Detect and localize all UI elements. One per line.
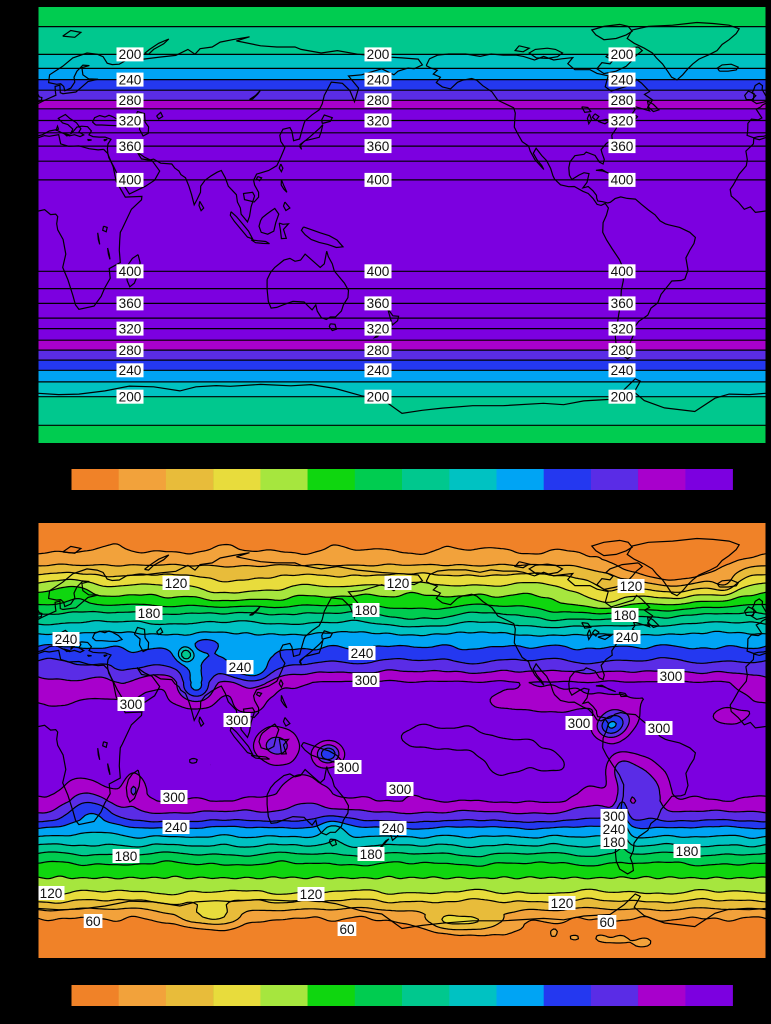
svg-text:320: 320 [119, 321, 142, 336]
svg-text:360: 360 [119, 139, 142, 154]
svg-text:200: 200 [367, 47, 390, 62]
svg-text:280: 280 [119, 343, 142, 358]
svg-text:180: 180 [138, 606, 161, 621]
svg-text:180: 180 [115, 849, 138, 864]
svg-text:300: 300 [568, 716, 591, 731]
svg-text:360: 360 [611, 139, 634, 154]
svg-text:360: 360 [367, 139, 390, 154]
svg-text:180: 180 [360, 847, 383, 862]
svg-text:280: 280 [611, 343, 634, 358]
svg-text:300: 300 [120, 697, 143, 712]
svg-text:240: 240 [229, 660, 252, 675]
svg-text:200: 200 [119, 390, 142, 405]
svg-text:180: 180 [676, 844, 699, 859]
svg-text:240: 240 [367, 72, 390, 87]
svg-text:280: 280 [611, 93, 634, 108]
svg-text:300: 300 [337, 760, 360, 775]
svg-text:240: 240 [382, 821, 405, 836]
svg-text:300: 300 [660, 669, 683, 684]
svg-text:300: 300 [163, 790, 186, 805]
svg-text:300: 300 [603, 809, 626, 824]
svg-text:400: 400 [119, 173, 142, 188]
svg-text:180: 180 [355, 603, 378, 618]
svg-text:280: 280 [367, 93, 390, 108]
svg-text:280: 280 [367, 343, 390, 358]
svg-text:60: 60 [85, 914, 101, 929]
svg-text:120: 120 [551, 896, 574, 911]
svg-text:400: 400 [367, 264, 390, 279]
svg-text:180: 180 [603, 835, 626, 850]
svg-text:200: 200 [367, 390, 390, 405]
svg-text:240: 240 [616, 630, 639, 645]
svg-text:240: 240 [367, 363, 390, 378]
svg-text:60: 60 [599, 915, 615, 930]
svg-text:200: 200 [611, 390, 634, 405]
svg-text:240: 240 [603, 822, 626, 837]
svg-text:360: 360 [119, 296, 142, 311]
svg-text:400: 400 [611, 264, 634, 279]
svg-text:320: 320 [367, 113, 390, 128]
svg-text:300: 300 [389, 782, 412, 797]
svg-text:240: 240 [165, 820, 188, 835]
svg-text:360: 360 [611, 296, 634, 311]
svg-text:300: 300 [226, 713, 249, 728]
svg-text:180: 180 [614, 608, 637, 623]
svg-text:400: 400 [119, 264, 142, 279]
svg-text:120: 120 [620, 579, 643, 594]
svg-text:240: 240 [119, 72, 142, 87]
svg-text:240: 240 [119, 363, 142, 378]
svg-text:400: 400 [367, 173, 390, 188]
svg-text:320: 320 [367, 321, 390, 336]
svg-text:240: 240 [55, 632, 78, 647]
svg-text:320: 320 [119, 113, 142, 128]
svg-text:320: 320 [611, 113, 634, 128]
svg-text:360: 360 [367, 296, 390, 311]
svg-text:240: 240 [351, 646, 374, 661]
svg-text:300: 300 [355, 673, 378, 688]
svg-text:200: 200 [119, 47, 142, 62]
svg-text:280: 280 [119, 93, 142, 108]
svg-text:200: 200 [611, 47, 634, 62]
svg-text:120: 120 [165, 576, 188, 591]
svg-text:240: 240 [611, 72, 634, 87]
svg-text:320: 320 [611, 321, 634, 336]
svg-text:120: 120 [387, 576, 410, 591]
svg-text:300: 300 [648, 721, 671, 736]
svg-text:240: 240 [611, 363, 634, 378]
svg-text:400: 400 [611, 173, 634, 188]
svg-text:120: 120 [40, 886, 63, 901]
svg-text:120: 120 [300, 887, 323, 902]
svg-text:60: 60 [339, 922, 355, 937]
